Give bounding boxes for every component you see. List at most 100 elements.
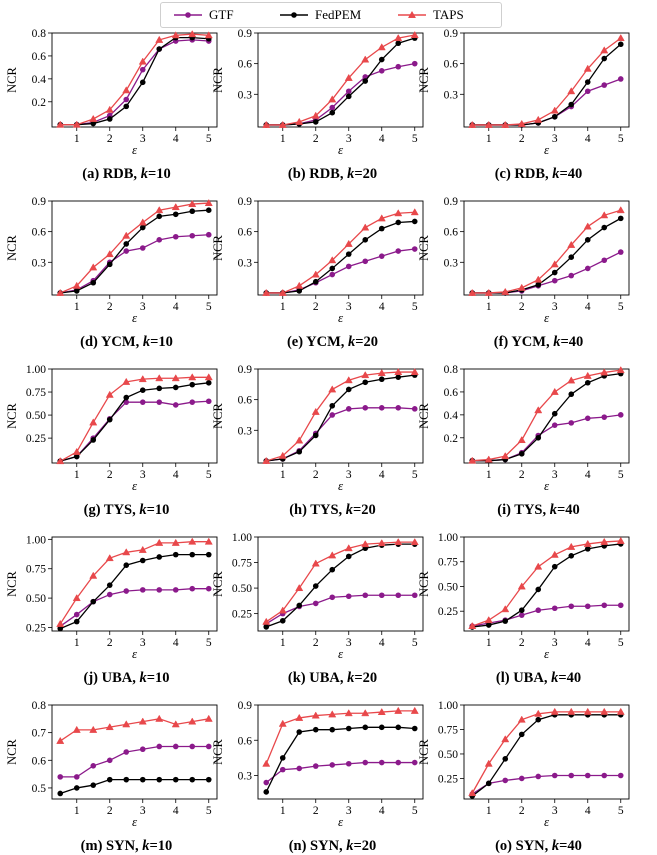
- legend-item: TAPS: [397, 3, 464, 27]
- data-point: [312, 278, 319, 285]
- data-point: [329, 412, 336, 418]
- legend-marker: [185, 12, 191, 18]
- x-axis-label: ε: [132, 142, 138, 157]
- data-point: [411, 759, 418, 766]
- data-point: [189, 551, 196, 558]
- data-point: [568, 101, 575, 108]
- caption-prefix: (j) UBA,: [84, 670, 140, 686]
- caption-k-value: =40: [560, 334, 583, 350]
- data-point: [378, 68, 385, 74]
- data-point: [262, 120, 271, 128]
- data-point: [122, 548, 131, 556]
- y-tick-label: 0.25: [438, 773, 458, 785]
- x-tick-label: 1: [74, 637, 80, 649]
- y-tick-label: 0.6: [238, 227, 253, 239]
- data-point: [551, 605, 558, 612]
- data-point: [139, 66, 146, 73]
- data-point: [296, 729, 303, 735]
- series-line: [265, 761, 415, 784]
- caption-prefix: (m) SYN,: [81, 838, 143, 854]
- data-point: [278, 451, 287, 459]
- legend-swatch: [398, 10, 426, 18]
- data-point: [600, 368, 609, 376]
- y-tick-label: 0.3: [238, 89, 253, 101]
- series-line: [472, 78, 621, 126]
- y-tick-label: 0.9: [238, 700, 253, 712]
- legend-label: FedPEM: [315, 7, 362, 22]
- data-point: [172, 384, 179, 391]
- data-point: [362, 258, 369, 265]
- data-point: [296, 288, 303, 294]
- data-point: [584, 237, 591, 243]
- data-point: [90, 279, 97, 286]
- data-point: [106, 261, 113, 268]
- x-tick-label: 5: [412, 805, 418, 817]
- x-tick-label: 5: [618, 805, 624, 817]
- plot-frame: [463, 32, 630, 128]
- data-point: [567, 240, 576, 248]
- x-tick-label: 4: [585, 805, 591, 817]
- data-point: [90, 437, 97, 443]
- y-tick-label: 1.00: [438, 532, 458, 544]
- y-tick-label: 0.75: [232, 558, 252, 570]
- y-tick-label: 0.6: [238, 59, 253, 71]
- data-point: [395, 40, 402, 47]
- caption-k-symbol: k: [553, 334, 561, 350]
- data-point: [601, 224, 608, 231]
- y-tick-label: 0.6: [444, 227, 459, 239]
- y-tick-label: 0.6: [444, 59, 459, 71]
- data-point: [568, 772, 575, 779]
- data-point: [377, 707, 386, 715]
- series-line: [471, 714, 621, 797]
- data-point: [518, 451, 525, 457]
- series-line: [472, 540, 621, 627]
- data-point: [568, 553, 575, 559]
- y-tick-label: 0.3: [238, 425, 253, 437]
- series-line: [60, 39, 209, 126]
- data-point: [123, 103, 130, 110]
- data-point: [601, 772, 608, 779]
- data-point: [378, 592, 385, 599]
- caption-prefix: (k) UBA,: [288, 670, 347, 686]
- data-point: [550, 260, 559, 268]
- data-point: [345, 406, 352, 412]
- data-point: [73, 785, 80, 791]
- x-axis-label: ε: [544, 478, 550, 493]
- y-axis-label: NCR: [5, 66, 19, 92]
- y-tick-label: 0.8: [32, 28, 47, 40]
- data-point: [550, 707, 559, 715]
- series-line: [266, 407, 415, 462]
- series-line: [60, 382, 209, 462]
- data-point: [329, 726, 336, 733]
- x-tick-label: 4: [379, 301, 385, 313]
- caption-k-value: =40: [557, 502, 580, 518]
- data-point: [89, 571, 98, 579]
- legend-item: FedPEM: [279, 3, 361, 27]
- y-tick-label: 0.6: [238, 735, 253, 747]
- y-tick-label: 0.5: [32, 783, 47, 795]
- data-point: [501, 605, 510, 613]
- panel-caption: (h) TYS, k=20: [289, 502, 376, 518]
- x-tick-label: 3: [346, 469, 352, 481]
- data-point: [361, 540, 370, 548]
- data-point: [600, 46, 609, 54]
- data-point: [205, 585, 212, 592]
- series-line: [266, 374, 415, 462]
- data-point: [139, 557, 146, 564]
- data-point: [311, 111, 320, 119]
- data-point: [106, 757, 113, 764]
- data-point: [205, 231, 212, 238]
- data-point: [172, 211, 179, 218]
- data-point: [484, 759, 493, 767]
- data-point: [345, 93, 352, 100]
- data-point: [312, 600, 319, 607]
- x-axis-label: ε: [544, 142, 550, 157]
- data-point: [106, 591, 113, 598]
- y-tick-label: 0.75: [26, 564, 46, 576]
- series-line: [59, 718, 209, 742]
- legend-swatch: [280, 12, 308, 18]
- data-point: [262, 288, 271, 296]
- data-point: [567, 376, 576, 384]
- series-line: [265, 594, 415, 625]
- data-point: [296, 765, 303, 772]
